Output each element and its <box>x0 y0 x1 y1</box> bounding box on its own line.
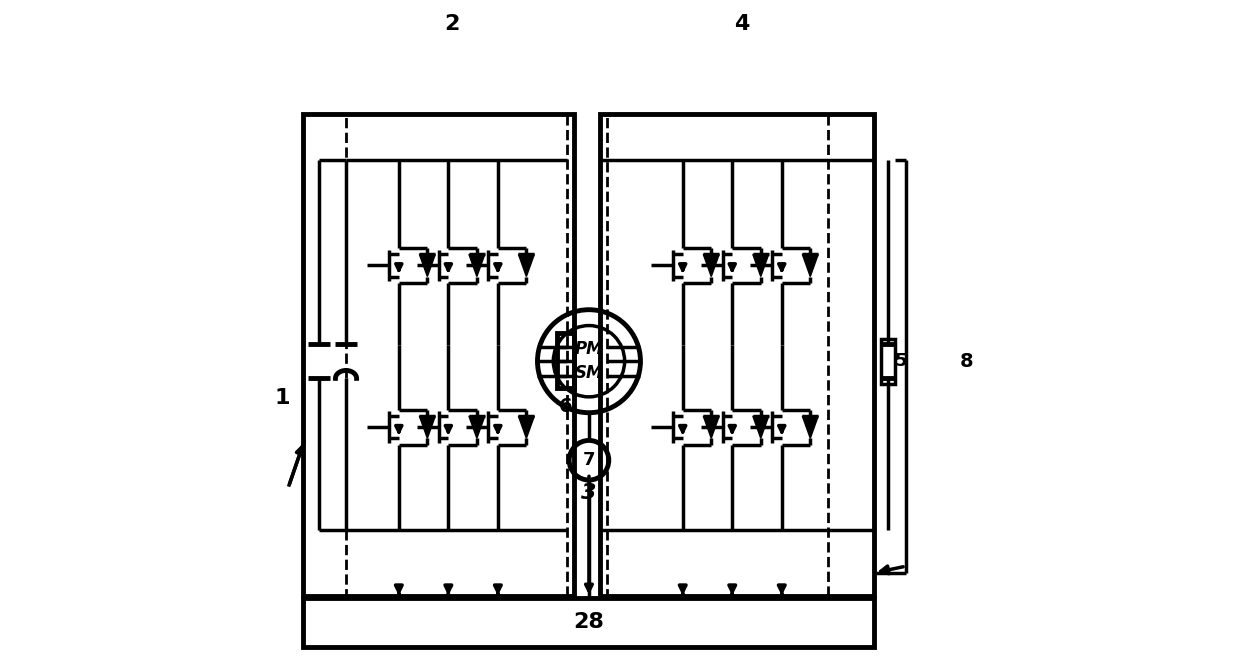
Polygon shape <box>518 416 534 438</box>
Text: 3: 3 <box>582 483 596 503</box>
Polygon shape <box>753 416 769 438</box>
Text: SM: SM <box>574 364 603 382</box>
Polygon shape <box>802 255 818 276</box>
Polygon shape <box>703 416 719 438</box>
Text: 28: 28 <box>573 613 604 633</box>
Text: 8: 8 <box>960 351 973 371</box>
Polygon shape <box>469 255 485 276</box>
Text: 7: 7 <box>583 452 595 469</box>
Text: 1: 1 <box>274 387 290 408</box>
Polygon shape <box>419 416 435 438</box>
Text: PM: PM <box>574 340 604 358</box>
Bar <box>880 339 895 384</box>
Text: 4: 4 <box>734 15 750 34</box>
Polygon shape <box>518 255 534 276</box>
Polygon shape <box>802 416 818 438</box>
Text: 6: 6 <box>559 396 573 416</box>
Polygon shape <box>419 255 435 276</box>
Bar <box>557 333 574 388</box>
Text: 5: 5 <box>894 352 906 370</box>
Polygon shape <box>703 255 719 276</box>
Polygon shape <box>469 416 485 438</box>
Text: 2: 2 <box>444 15 459 34</box>
Polygon shape <box>753 255 769 276</box>
Bar <box>303 597 874 647</box>
